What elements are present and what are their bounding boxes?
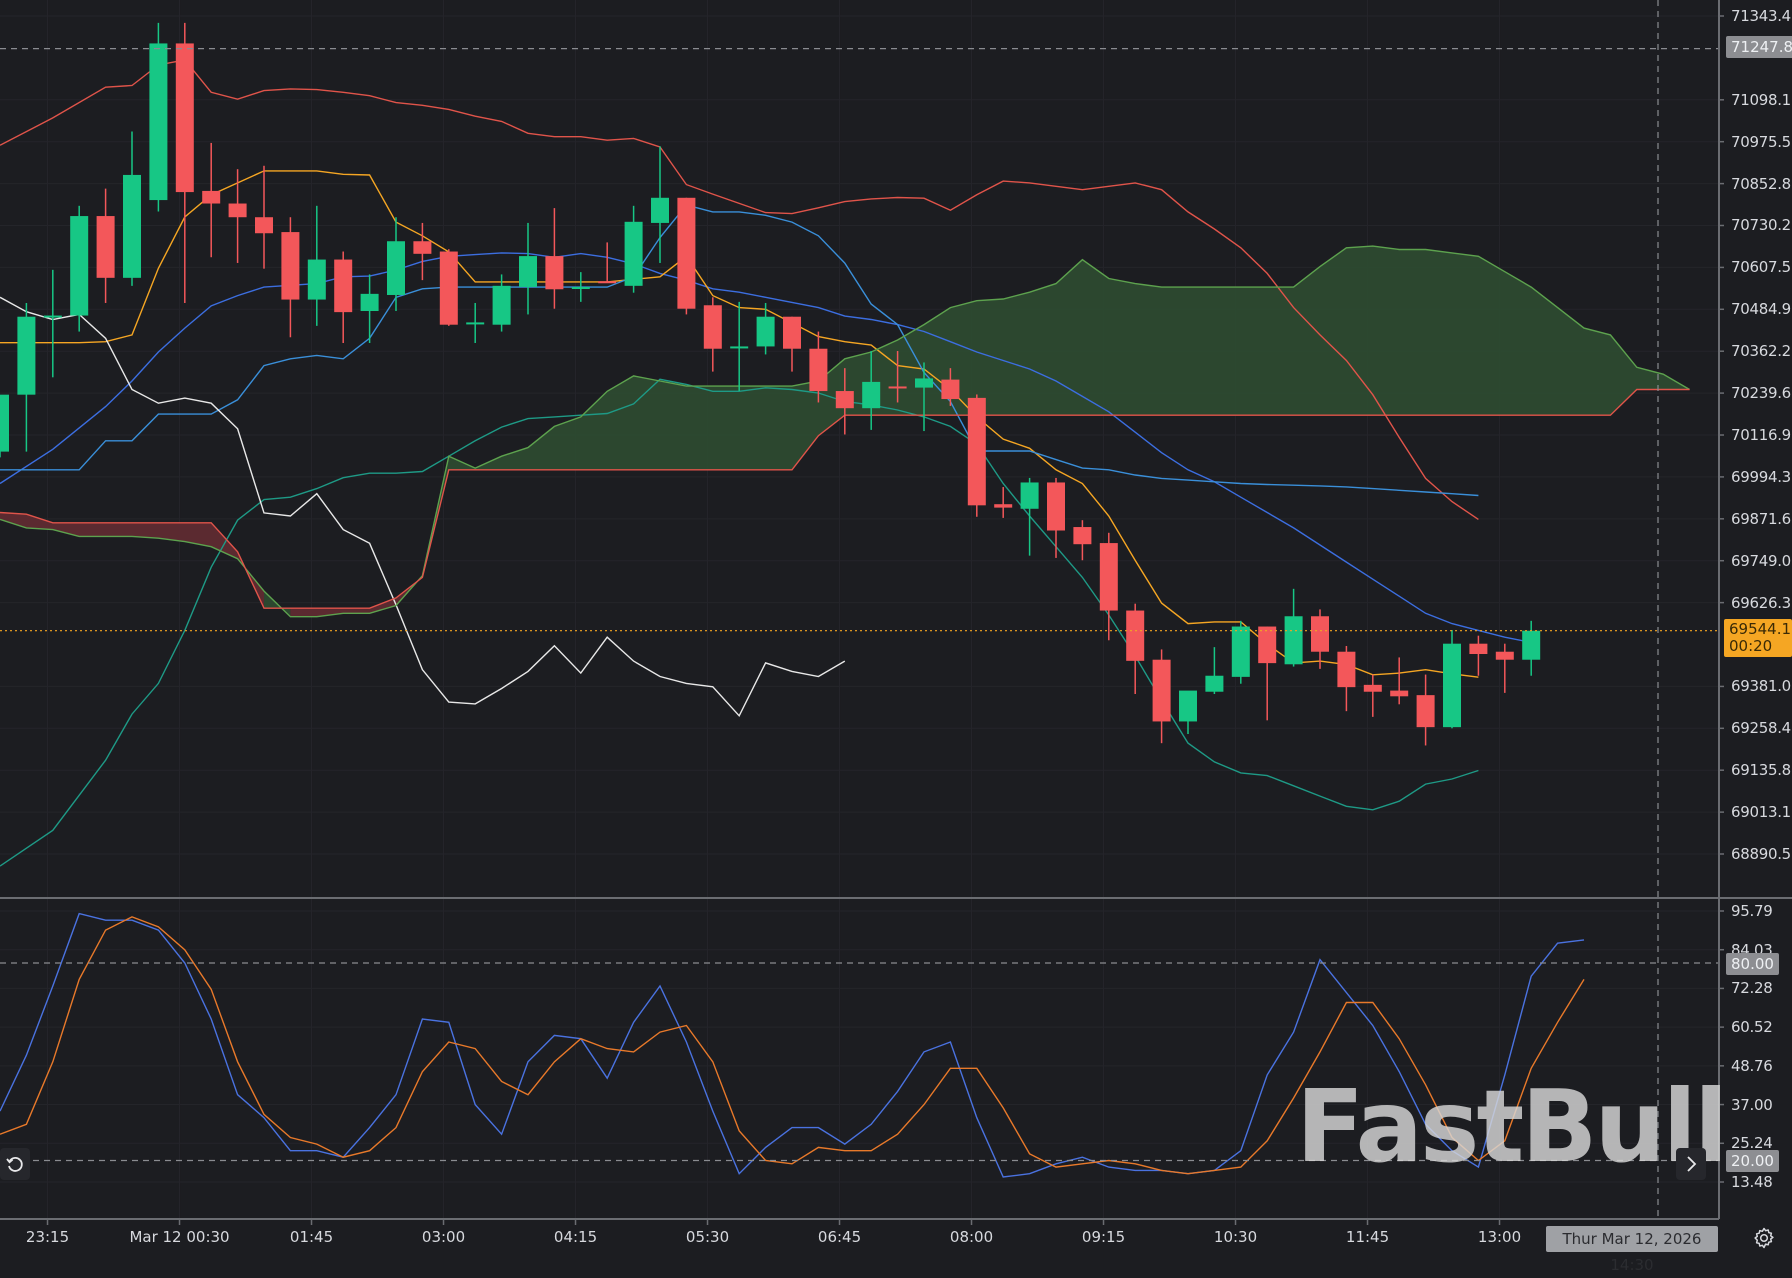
price-tick-label: 68890.5: [1731, 845, 1791, 863]
time-tick-label: 11:45: [1345, 1228, 1390, 1246]
bollinger-lower-line: [0, 378, 1479, 867]
price-tick-label: 70362.2: [1731, 342, 1791, 361]
oscillator-tick-label: 95.79: [1731, 902, 1773, 920]
oscillator-tick-label: 13.48: [1731, 1173, 1773, 1191]
crosshair-date-tag: Thur Mar 12, 2026 14:30: [1546, 1226, 1718, 1274]
time-tick-label: 06:45: [817, 1228, 862, 1246]
scroll-to-latest-button[interactable]: [1676, 1148, 1706, 1180]
time-tick-label: 09:15: [1081, 1228, 1126, 1246]
price-tick-label: 69013.1: [1731, 803, 1791, 822]
price-tick-label: 71343.4: [1731, 7, 1791, 25]
time-tick-label: 10:30: [1213, 1228, 1258, 1246]
settings-button[interactable]: [1752, 1226, 1776, 1250]
price-tick-label: 69626.3: [1731, 593, 1791, 612]
candle-countdown: 00:20: [1729, 637, 1773, 655]
price-tick-label: 70975.5: [1731, 132, 1791, 151]
price-tick-label: 69994.3: [1731, 467, 1791, 486]
time-tick-label: 08:00: [949, 1228, 994, 1246]
last-price-tag: 69544.1 00:20: [1724, 619, 1792, 657]
price-tick-label: 70730.2: [1731, 216, 1791, 235]
grid-lines: [0, 0, 1719, 1219]
candlesticks: [0, 22, 1541, 746]
oscillator-tick-label: 37.00: [1731, 1095, 1773, 1114]
price-tick-label: 70484.9: [1731, 300, 1791, 319]
time-tick-label: 03:00: [421, 1228, 466, 1246]
chevron-right-icon: [1687, 1156, 1697, 1172]
price-tick-label: 69871.6: [1731, 509, 1791, 528]
price-tick-label: 69381.0: [1731, 677, 1791, 696]
time-tick-label: 04:15: [553, 1228, 598, 1246]
last-price-value: 69544.1: [1729, 620, 1792, 638]
time-tick-label: Mar 12 00:30: [129, 1228, 230, 1246]
lower-level-tag: 20.00: [1726, 1150, 1779, 1172]
price-tick-label: 70852.8: [1731, 174, 1791, 193]
chikou-span-line: [0, 296, 846, 718]
bollinger-upper-line: [0, 59, 1479, 520]
reset-view-button[interactable]: [0, 1148, 30, 1180]
price-tick-label: 70116.9: [1731, 426, 1791, 445]
crosshair-price-tag: 71247.8: [1726, 36, 1792, 58]
time-tick-label: 23:15: [25, 1228, 70, 1246]
oscillator-tick-label: 72.28: [1731, 979, 1773, 998]
price-tick-label: 69258.4: [1731, 719, 1791, 738]
oscillator-tick-label: 25.24: [1731, 1134, 1773, 1153]
price-tick-label: 70607.5: [1731, 258, 1791, 277]
price-tick-label: 70239.6: [1731, 384, 1791, 403]
time-tick-label: 05:30: [685, 1228, 730, 1246]
time-tick-label: 01:45: [289, 1228, 334, 1246]
gear-icon: [1754, 1227, 1774, 1249]
axes-and-crosshair: [0, 0, 1792, 1225]
watermark-logo: FastBull: [1296, 1068, 1728, 1185]
price-tick-label: 71098.1: [1731, 90, 1791, 109]
kijun-sen-line: [0, 204, 1479, 497]
price-tick-label: 69749.0: [1731, 551, 1791, 570]
stochastic-oscillator: [0, 912, 1585, 1178]
upper-level-tag: 80.00: [1726, 953, 1779, 975]
oscillator-tick-label: 48.76: [1731, 1056, 1773, 1075]
price-tick-label: 69135.8: [1731, 761, 1791, 780]
reset-icon: [6, 1157, 23, 1172]
oscillator-tick-label: 60.52: [1731, 1018, 1773, 1037]
time-tick-label: 13:00: [1477, 1228, 1522, 1246]
